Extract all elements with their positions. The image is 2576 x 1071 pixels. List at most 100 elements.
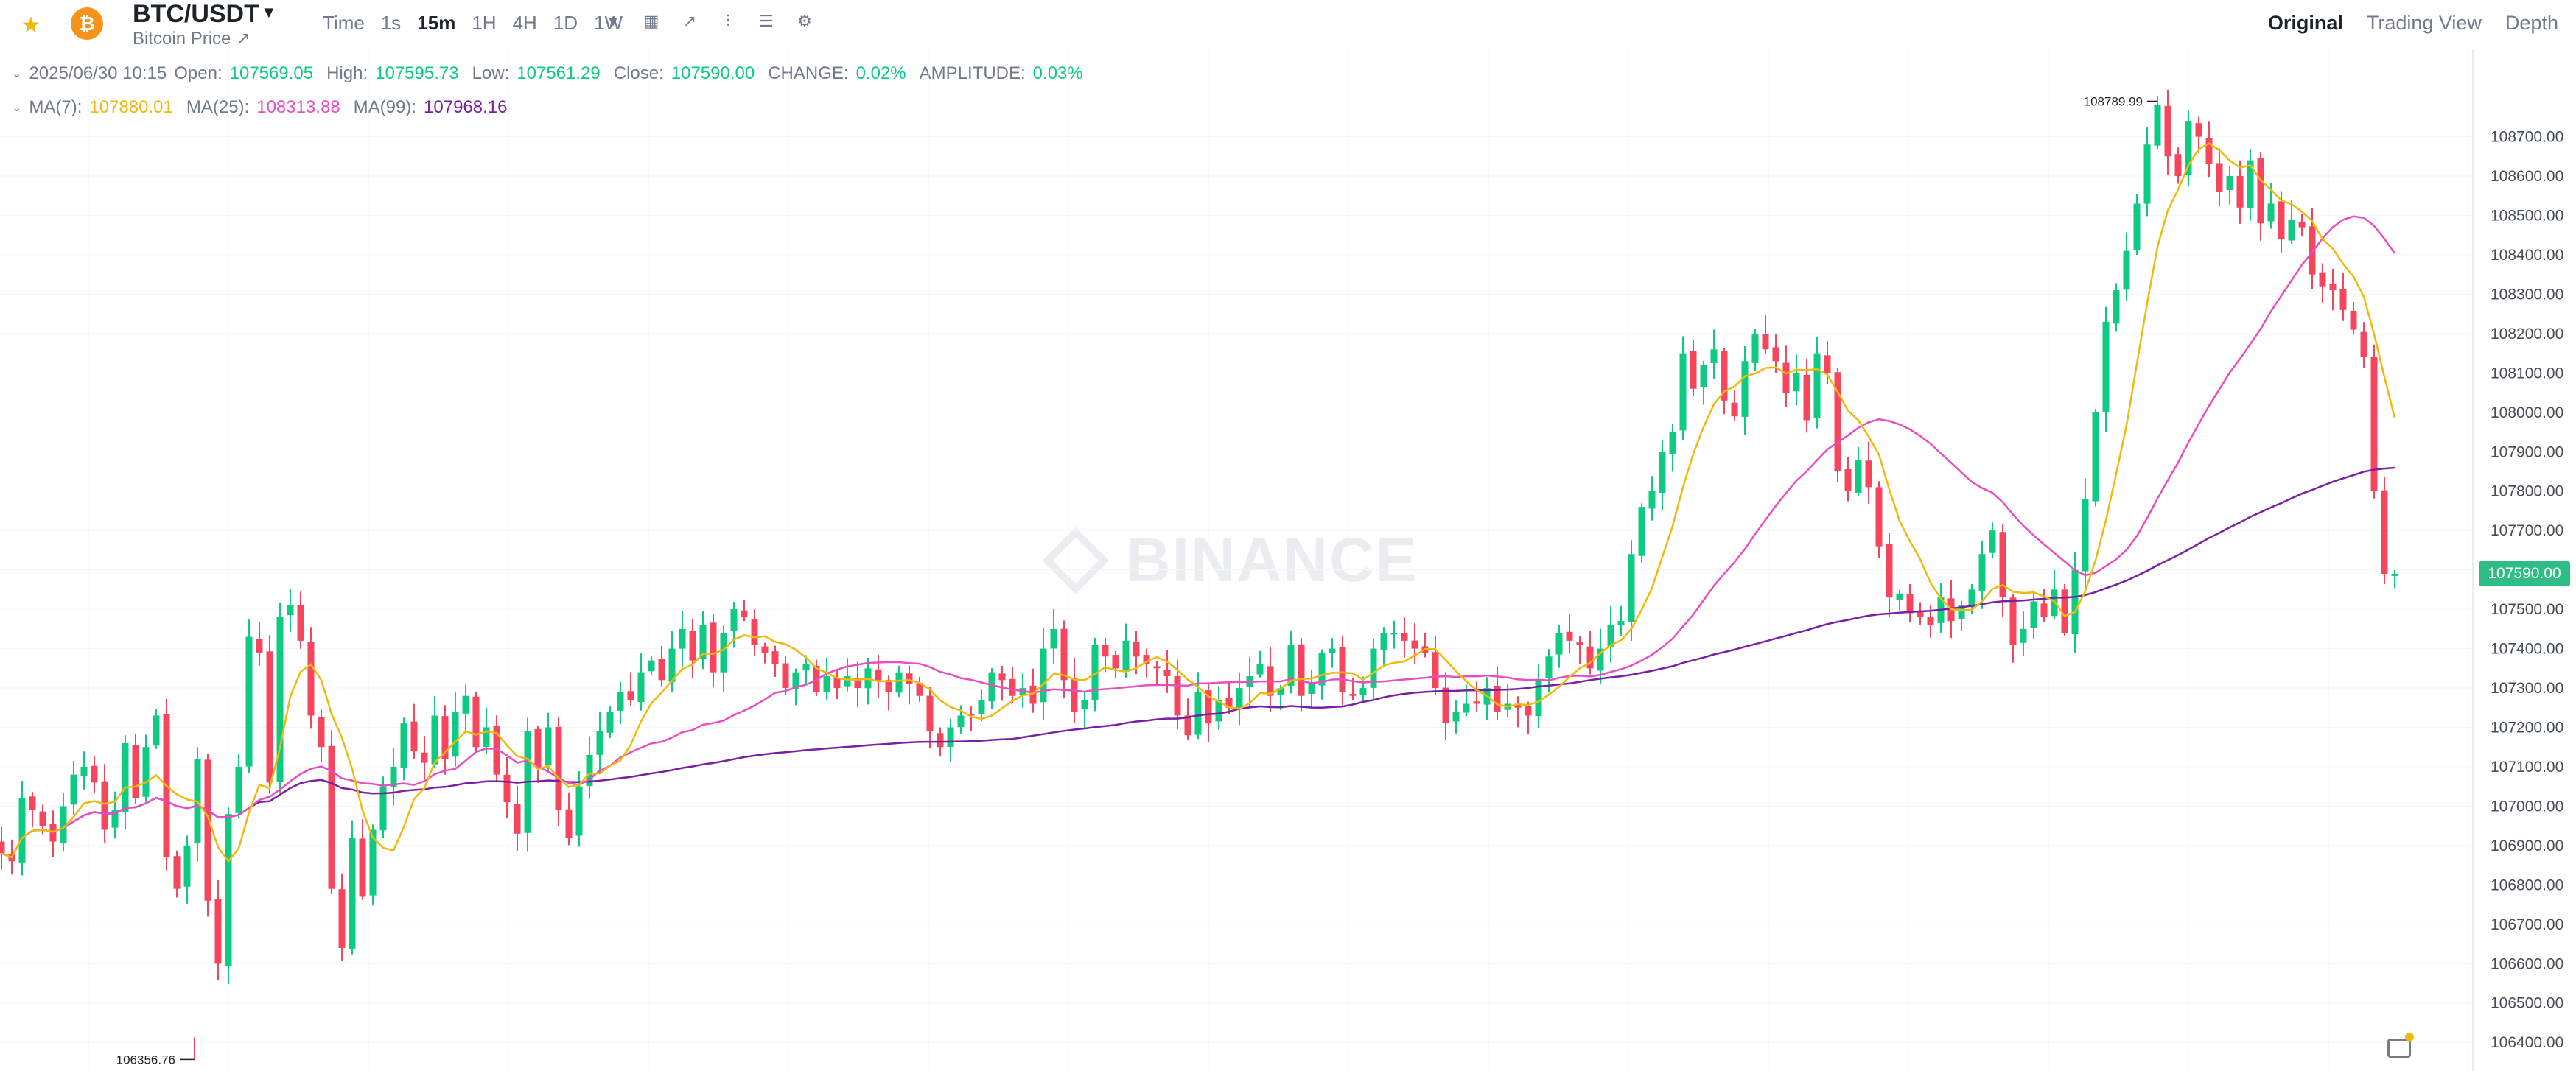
candle-up xyxy=(2113,290,2120,324)
chart-type-icon[interactable]: ⫶ xyxy=(726,12,730,30)
candle-up xyxy=(1659,452,1666,494)
candle-up xyxy=(1380,633,1387,650)
candle-up xyxy=(1359,688,1367,696)
candle-up xyxy=(1710,349,1718,363)
layout-icon[interactable]: ☰ xyxy=(759,12,774,30)
candle-down xyxy=(1339,647,1346,692)
interval-1s[interactable]: 1s xyxy=(380,12,402,34)
tab-depth[interactable]: Depth xyxy=(2505,12,2558,34)
candle-down xyxy=(916,683,923,696)
candle-up xyxy=(720,633,727,673)
chart-tools: ▾ ▦ ↗ ⫶ ☰ ⚙ xyxy=(594,12,824,31)
open-value: 107569.05 xyxy=(229,63,314,83)
candle-down xyxy=(91,765,98,783)
candle-down xyxy=(937,733,944,748)
candle-down xyxy=(2040,603,2048,617)
price-tick-label: 108200.00 xyxy=(2491,326,2563,343)
candle-up xyxy=(792,672,799,689)
tab-original[interactable]: Original xyxy=(2267,12,2343,34)
calendar-icon[interactable]: ▦ xyxy=(643,12,659,30)
interval-selector: Time 1s 15m 1H 4H 1D 1W xyxy=(323,12,639,35)
amplitude-label: AMPLITUDE: xyxy=(919,63,1026,83)
candle-up xyxy=(1050,628,1057,649)
watermark-text: BINANCE xyxy=(1126,525,1418,594)
interval-15m[interactable]: 15m xyxy=(417,12,456,34)
candle-up xyxy=(18,798,26,863)
candle-up xyxy=(349,838,356,949)
indicators-icon[interactable]: ↗ xyxy=(682,12,697,30)
pair-subtitle-link[interactable]: Bitcoin Price ↗ xyxy=(133,29,251,49)
candle-down xyxy=(885,680,892,692)
candle-down xyxy=(1494,685,1501,712)
candle-down xyxy=(1143,655,1150,664)
candle-down xyxy=(1803,374,1810,421)
amplitude-value: 0.03% xyxy=(1032,63,1083,83)
candle-up xyxy=(823,676,830,692)
pair-symbol[interactable]: BTC/USDT xyxy=(133,0,259,28)
price-tick-label: 107800.00 xyxy=(2491,483,2563,500)
candle-down xyxy=(1298,644,1305,696)
candle-down xyxy=(2061,589,2068,633)
chevron-down-icon[interactable]: ▼ xyxy=(261,3,277,21)
interval-4h[interactable]: 4H xyxy=(512,12,537,34)
candle-down xyxy=(472,696,480,748)
candle-up xyxy=(1669,432,1676,454)
candle-up xyxy=(1813,353,1821,418)
candle-down xyxy=(741,610,748,617)
candle-down xyxy=(1586,646,1594,669)
top-bar: ★ ₿ BTC/USDT ▼ Bitcoin Price ↗ Time 1s 1… xyxy=(0,0,2576,49)
candle-down xyxy=(1875,487,1883,547)
interval-time[interactable]: Time xyxy=(323,12,365,34)
candle-up xyxy=(1463,703,1470,713)
candle-down xyxy=(1060,628,1068,681)
ma7-label: MA(7): xyxy=(29,97,83,117)
low-value: 107561.29 xyxy=(517,63,601,83)
candle-up xyxy=(596,731,603,755)
candle-down xyxy=(833,678,841,689)
candle-down xyxy=(967,714,975,716)
interval-1w[interactable]: 1W xyxy=(594,12,623,34)
candle-up xyxy=(1215,700,1222,722)
favorite-star-icon[interactable]: ★ xyxy=(21,13,41,38)
interval-1d[interactable]: 1D xyxy=(553,12,578,34)
candle-up xyxy=(1091,645,1099,701)
candle-up xyxy=(142,747,150,797)
candle-down xyxy=(1473,701,1480,704)
ma25-line xyxy=(1,215,2396,859)
candle-up xyxy=(2247,160,2254,208)
candle-up xyxy=(111,810,119,828)
candle-down xyxy=(338,889,346,948)
ma-lines-layer xyxy=(1,142,2396,863)
candle-down xyxy=(2350,310,2357,330)
candle-down xyxy=(1906,594,1914,614)
candle-up xyxy=(1122,640,1130,670)
candle-down xyxy=(1824,355,1831,373)
collapse-chevron-icon[interactable]: ⌄ xyxy=(12,68,22,80)
candle-up xyxy=(1535,680,1542,717)
candle-up xyxy=(617,692,624,711)
candle-up xyxy=(668,648,676,682)
candle-down xyxy=(1514,703,1522,708)
tab-trading-view[interactable]: Trading View xyxy=(2366,12,2482,34)
ma-legend: ⌄ MA(7): 107880.01 MA(25): 108313.88 MA(… xyxy=(12,97,520,118)
candle-up xyxy=(122,742,129,812)
candle-up xyxy=(1597,648,1604,671)
price-tick-label: 108500.00 xyxy=(2491,207,2563,224)
candle-up xyxy=(606,712,614,733)
candle-up xyxy=(1896,593,1903,600)
collapse-chevron-icon[interactable]: ⌄ xyxy=(12,102,22,114)
more-intervals-dropdown-icon[interactable]: ▾ xyxy=(609,12,617,30)
price-tick-label: 106800.00 xyxy=(2491,877,2563,893)
orderbook-toggle-icon[interactable] xyxy=(2387,1039,2411,1058)
candle-up xyxy=(379,786,387,831)
settings-gear-icon[interactable]: ⚙ xyxy=(797,12,812,30)
candlestick-chart[interactable]: 108700.00 108600.00 108500.00 108400.00 1083… xyxy=(0,49,2576,1071)
candle-up xyxy=(2030,601,2037,628)
interval-1h[interactable]: 1H xyxy=(472,12,497,34)
candle-down xyxy=(256,639,263,653)
candle-down xyxy=(1029,685,1037,704)
candle-up xyxy=(2391,574,2398,576)
candle-down xyxy=(1566,631,1573,641)
candle-down xyxy=(514,804,521,834)
candle-down xyxy=(2205,138,2213,164)
